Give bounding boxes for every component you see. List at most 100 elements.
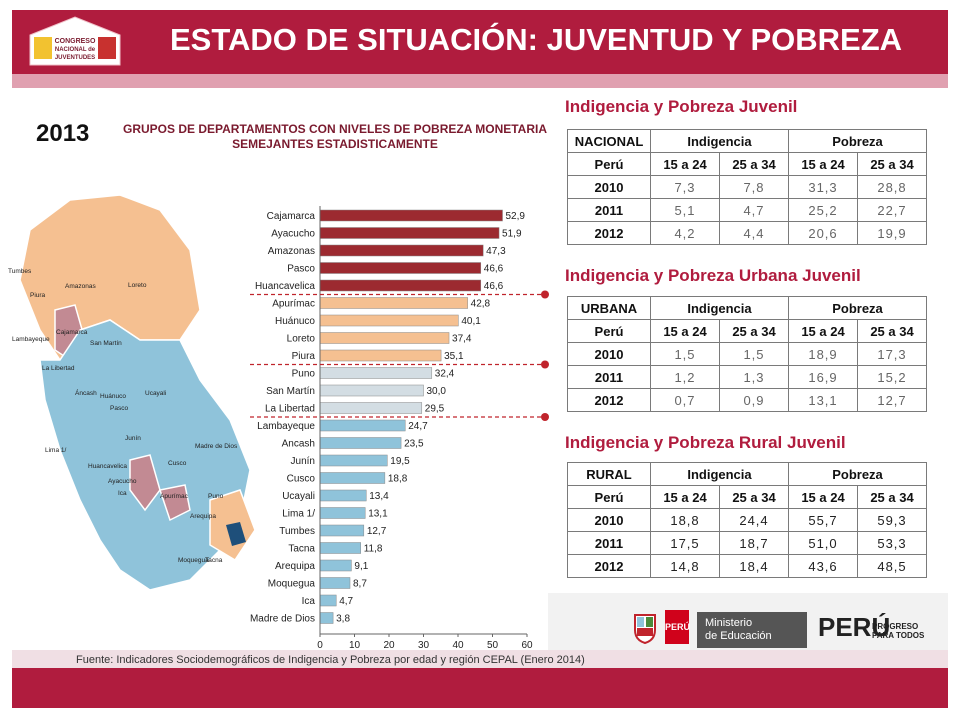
bar-value-label: 23,5 [404, 439, 424, 450]
map-label: Piura [30, 292, 46, 299]
table-row: 2011 5,1 4,7 25,2 22,7 [567, 198, 927, 222]
ministry-logo: Ministerio de Educación [697, 612, 807, 648]
table-row: 2011 17,5 18,7 51,0 53,3 [567, 531, 927, 555]
table-cell: 18,8 [650, 508, 720, 532]
x-tick-label: 40 [452, 640, 464, 650]
table-age-header: 25 a 34 [857, 152, 927, 176]
table-row: 2010 7,3 7,8 31,3 28,8 [567, 175, 927, 199]
table-cell: 43,6 [788, 554, 858, 578]
table-age-header: 25 a 34 [719, 152, 789, 176]
table-country-label: Perú [567, 152, 651, 176]
footer-bar [12, 668, 948, 708]
table-region-label: RURAL [567, 462, 651, 486]
bar [319, 594, 337, 607]
bar [319, 612, 334, 624]
bar-value-label: 13,1 [368, 509, 388, 520]
table-cell: 4,4 [719, 221, 789, 245]
table-cell: 15,2 [857, 365, 927, 389]
table-group-pobreza: Pobreza [788, 296, 927, 320]
bar-category-label: Apurímac [272, 299, 315, 310]
bar [319, 507, 366, 519]
bar-category-label: Junín [291, 456, 315, 467]
table-cell: 0,9 [719, 388, 789, 412]
table-age-header: 15 a 24 [788, 485, 858, 509]
bar-value-label: 11,8 [364, 544, 383, 555]
group-divider-dot [541, 413, 549, 421]
table-cell: 59,3 [857, 508, 927, 532]
table-cell: 20,6 [788, 221, 858, 245]
table-cell: 7,8 [719, 175, 789, 199]
table-rural: RURAL Indigencia Pobreza Perú 15 a 24 25… [567, 462, 927, 578]
table-cell: 13,1 [788, 388, 858, 412]
map-region-apurimac [159, 484, 191, 522]
source-note: Fuente: Indicadores Sociodemográficos de… [76, 654, 585, 666]
bar-category-label: Arequipa [275, 561, 315, 572]
map-region-huancavelica [129, 454, 161, 512]
table-cell: 18,7 [719, 531, 789, 555]
group-divider-dot [541, 360, 549, 369]
bar [319, 332, 450, 344]
peru-progreso-logo: PERÚ [818, 612, 891, 642]
map-label: Lima 1/ [45, 447, 67, 454]
poverty-chart: Tumbes Piura Amazonas Loreto Cajamarca Lambay… [8, 194, 549, 650]
map-label: Cajamarca [56, 329, 88, 336]
x-tick-label: 10 [349, 640, 361, 650]
table-age-header: 15 a 24 [788, 152, 858, 176]
peru-badge: PERÚ [665, 610, 690, 644]
table-age-header: 25 a 34 [857, 319, 927, 343]
bar-value-label: 8,7 [353, 579, 367, 590]
congreso-juventudes-logo: CONGRESO NACIONAL de JUVENTUDES [29, 16, 121, 66]
bar [319, 559, 352, 572]
footer-strip [12, 650, 948, 668]
map-label: Ica [118, 490, 127, 497]
bar [319, 367, 433, 379]
bar-category-label: Amazonas [268, 246, 315, 257]
bar-value-label: 46,6 [484, 281, 504, 292]
map-label: Tumbes [8, 268, 32, 275]
bar [319, 437, 402, 449]
table-cell: 17,5 [650, 531, 720, 555]
x-tick-label: 30 [418, 640, 430, 650]
table-age-header: 15 a 24 [788, 319, 858, 343]
peru-map [19, 194, 256, 591]
map-label: Ucayali [145, 390, 166, 397]
table-cell: 4,2 [650, 221, 720, 245]
map-label: Apurímac [160, 493, 189, 500]
table-row: 2011 1,2 1,3 16,9 15,2 [567, 365, 927, 389]
table-cell: 18,9 [788, 342, 858, 366]
map-label: Junín [125, 435, 141, 442]
table-country-label: Perú [567, 485, 651, 509]
table-cell: 5,1 [650, 198, 720, 222]
bar [319, 524, 365, 537]
table-row-year: 2010 [567, 342, 651, 366]
map-label: Pasco [110, 405, 128, 412]
bar [319, 244, 484, 257]
table-cell: 1,2 [650, 365, 720, 389]
table-cell: 31,3 [788, 175, 858, 199]
table-region-label: URBANA [567, 296, 651, 320]
table-row-year: 2010 [567, 175, 651, 199]
map-label: Ayacucho [108, 478, 137, 485]
bar-value-label: 51,9 [502, 229, 522, 240]
table-row-year: 2012 [567, 221, 651, 245]
table-group-indigencia: Indigencia [650, 296, 789, 320]
bar-category-label: La Libertad [265, 404, 315, 415]
bar-value-label: 29,5 [425, 404, 445, 415]
bar-value-label: 13,4 [369, 491, 389, 502]
x-tick-label: 0 [317, 640, 323, 650]
bar-value-label: 35,1 [444, 351, 464, 362]
table-cell: 55,7 [788, 508, 858, 532]
bar-category-label: Madre de Dios [250, 614, 315, 625]
bar [319, 349, 442, 362]
slogan-line-1: PROGRESO [872, 622, 919, 631]
bar-category-label: Tacna [288, 544, 315, 555]
bar-category-label: Cajamarca [267, 211, 316, 222]
header-stripe [12, 74, 948, 88]
table-cell: 17,3 [857, 342, 927, 366]
map-label: Moquegua [178, 557, 209, 564]
map-label: Puno [208, 493, 224, 500]
x-tick-label: 60 [521, 640, 533, 650]
bar [319, 454, 388, 467]
ministry-line-1: Ministerio [705, 617, 753, 629]
bar-value-label: 24,7 [408, 421, 428, 432]
